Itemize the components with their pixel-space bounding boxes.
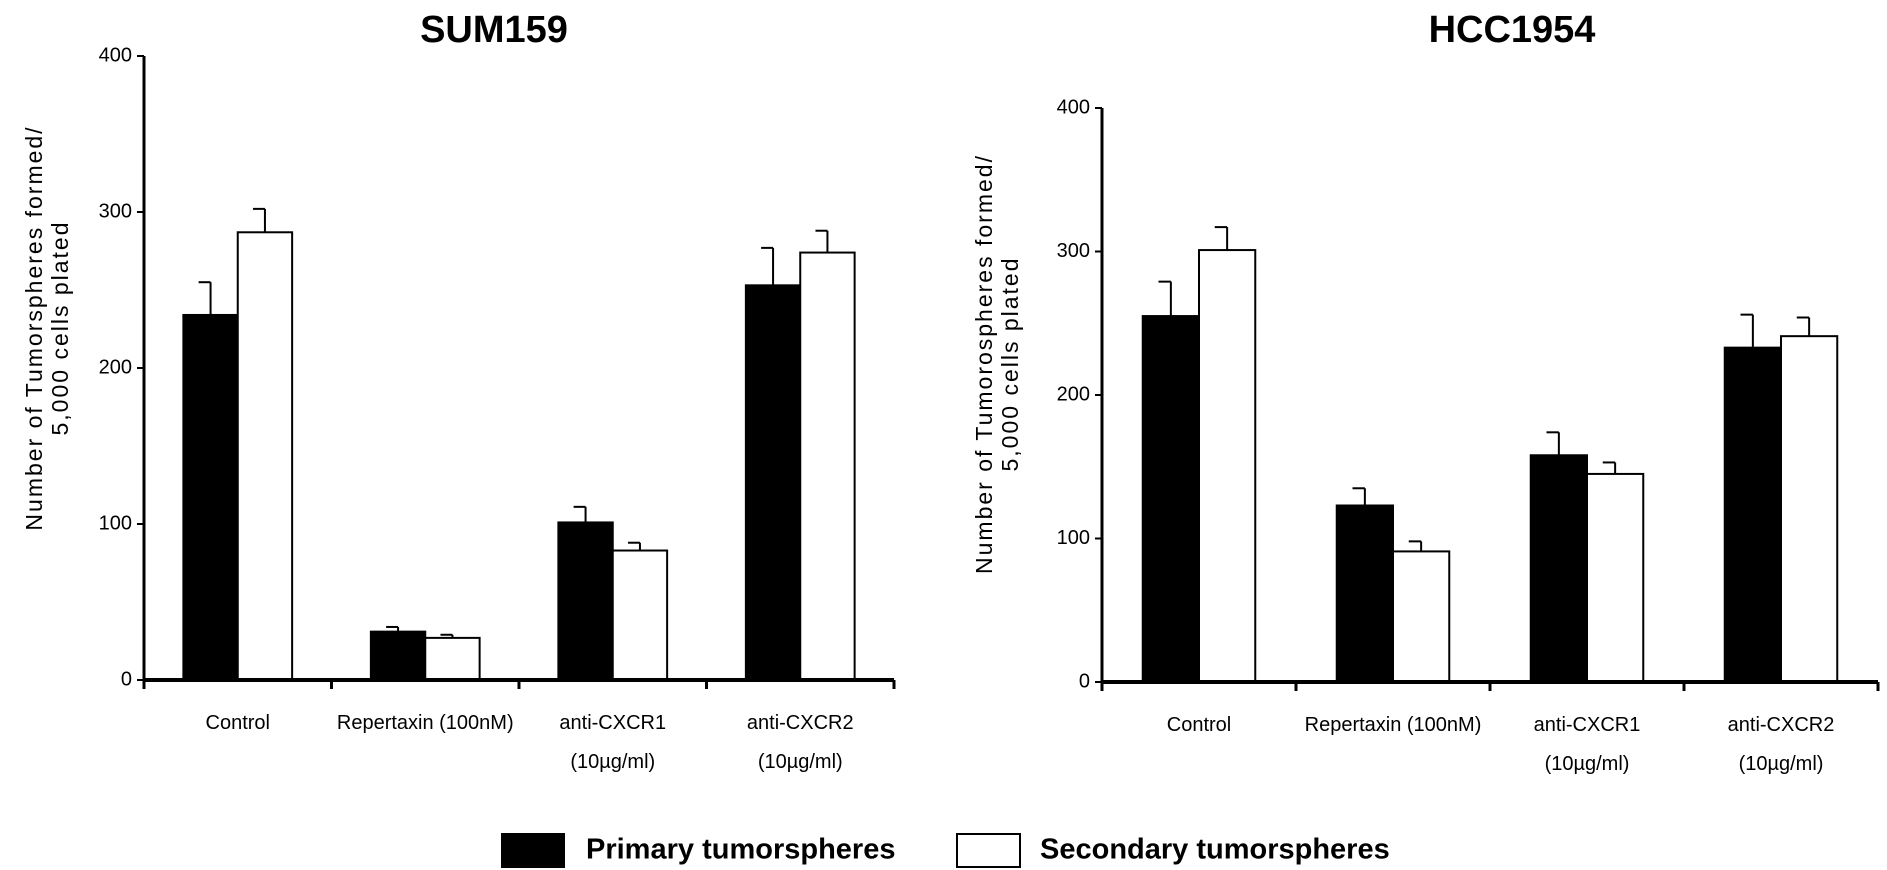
bar [1780, 335, 1839, 683]
y-axis-label: Number of Tumorspheres formed/5,000 cell… [21, 125, 73, 530]
x-tick-label-line: Repertaxin (100nM) [1305, 714, 1482, 736]
y-tick-label: 0 [121, 668, 132, 690]
bar [1335, 504, 1394, 683]
bar [236, 231, 294, 681]
bar [557, 521, 614, 681]
bar [1392, 550, 1451, 683]
y-axis-label-line: 5,000 cells plated [47, 220, 73, 435]
y-axis-label-line: Number of Tumorospheres formed/ [971, 154, 997, 574]
bar [1723, 346, 1782, 683]
legend-swatch [956, 833, 1021, 868]
x-tick-label-line: (10µg/ml) [1739, 753, 1824, 775]
x-tick-label-line: Control [1167, 714, 1231, 736]
bar [611, 549, 669, 682]
legend-label: Secondary tumorspheres [1040, 834, 1390, 866]
chart-title: HCC1954 [1429, 9, 1596, 51]
x-tick-label-line: anti-CXCR2 [1728, 714, 1835, 736]
y-tick-label: 100 [1057, 527, 1090, 549]
y-axis-label: Number of Tumorospheres formed/5,000 cel… [971, 154, 1023, 574]
bar [182, 313, 239, 681]
bar [744, 284, 802, 681]
legend-label: Primary tumorspheres [586, 834, 895, 866]
y-tick-label: 400 [99, 44, 132, 66]
bar [799, 251, 856, 681]
x-tick-label-line: Repertaxin (100nM) [337, 712, 514, 734]
x-tick-label: anti-CXCR1 (10µg/ml) [559, 712, 666, 773]
bar [1141, 315, 1200, 683]
bar [369, 630, 427, 682]
x-tick-label: Control [206, 712, 270, 734]
y-tick-label: 400 [1057, 96, 1090, 118]
x-tick-label-line: (10µg/ml) [758, 751, 843, 773]
bar [1198, 249, 1257, 683]
x-tick-label: anti-CXCR2 (10µg/ml) [747, 712, 854, 773]
bar [424, 636, 481, 682]
y-axis-label-line: 5,000 cells plated [997, 256, 1023, 471]
y-tick-label: 200 [99, 356, 132, 378]
bar [1586, 472, 1645, 683]
x-tick-label: anti-CXCR1 (10µg/ml) [1534, 714, 1641, 775]
y-tick-label: 200 [1057, 383, 1090, 405]
x-tick-label: Control [1167, 714, 1231, 736]
x-tick-label: Repertaxin (100nM) [1305, 714, 1482, 736]
x-tick-label-line: anti-CXCR1 [1534, 714, 1641, 736]
y-tick-label: 0 [1079, 670, 1090, 692]
chart-title: SUM159 [420, 9, 568, 51]
x-tick-label: anti-CXCR2 (10µg/ml) [1728, 714, 1835, 775]
x-tick-label-line: Control [206, 712, 270, 734]
bar [1529, 454, 1588, 683]
x-tick-label-line: (10µg/ml) [570, 751, 655, 773]
x-tick-label-line: anti-CXCR1 [559, 712, 666, 734]
y-tick-label: 300 [99, 200, 132, 222]
x-tick-label: Repertaxin (100nM) [337, 712, 514, 734]
y-tick-label: 100 [99, 512, 132, 534]
y-tick-label: 300 [1057, 240, 1090, 262]
legend-swatch [501, 833, 565, 868]
y-axis-label-line: Number of Tumorspheres formed/ [21, 125, 47, 530]
x-tick-label-line: (10µg/ml) [1545, 753, 1630, 775]
x-tick-label-line: anti-CXCR2 [747, 712, 854, 734]
